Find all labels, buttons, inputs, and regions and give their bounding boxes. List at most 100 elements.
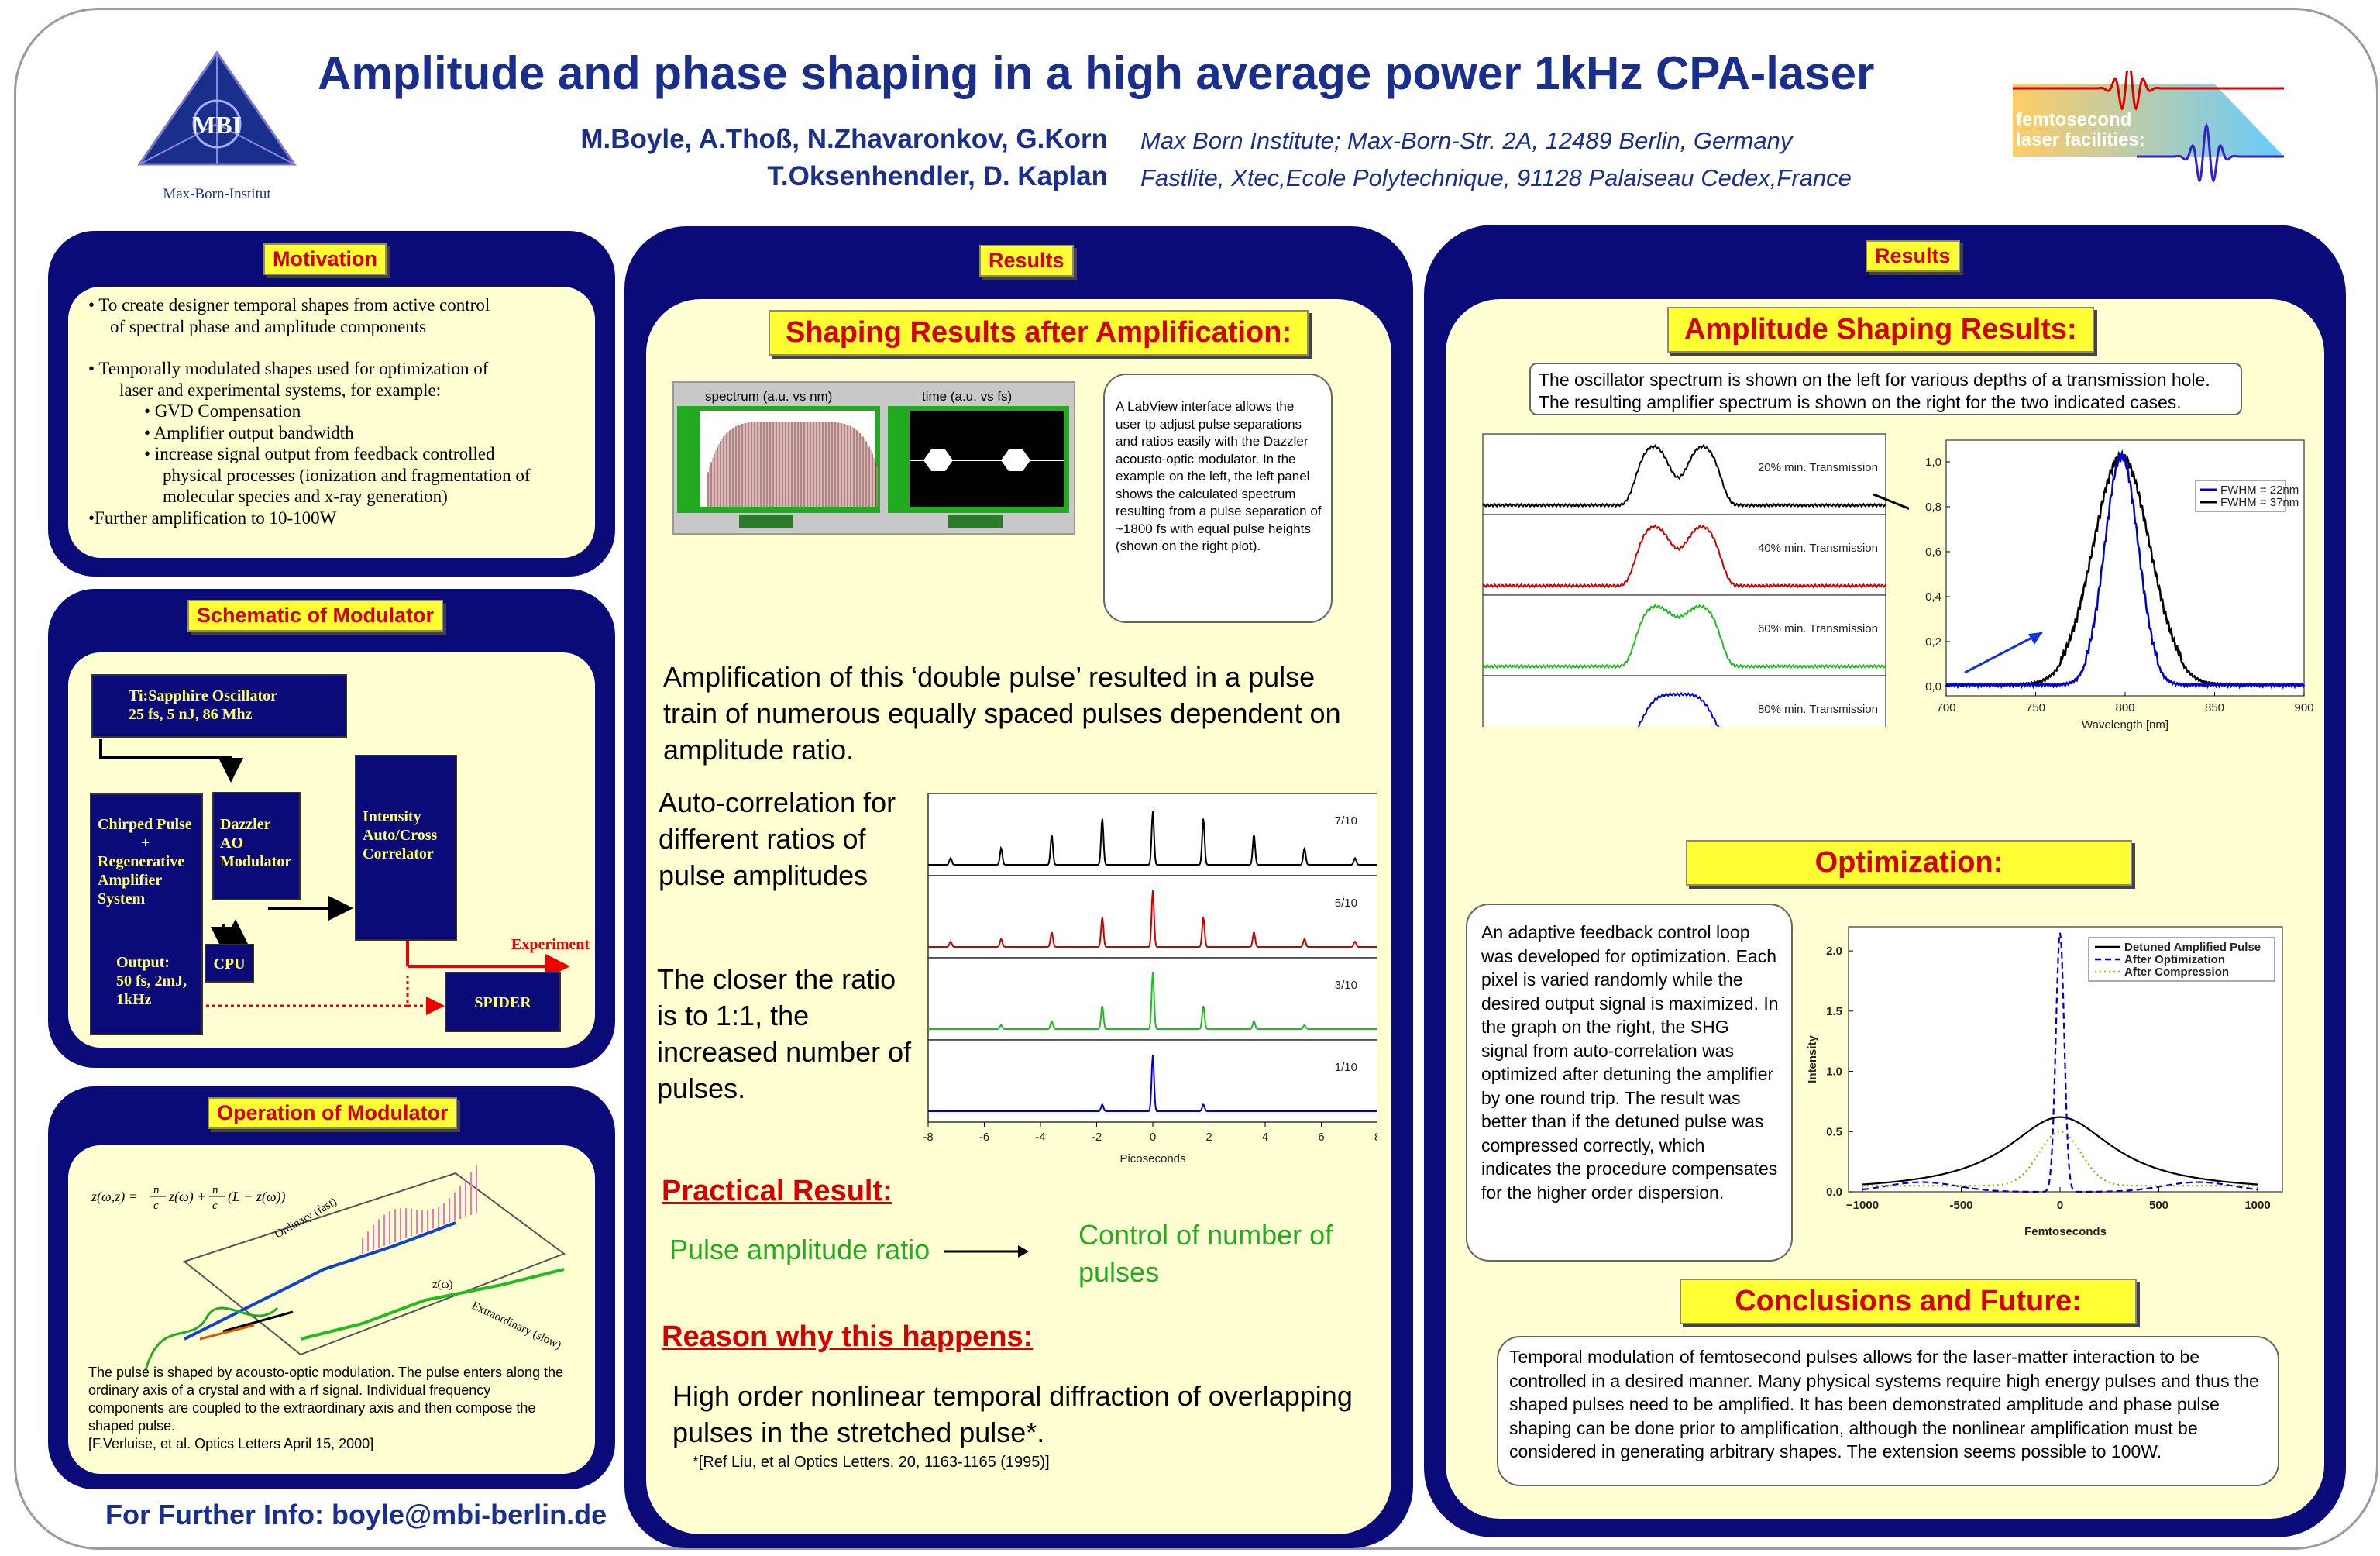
operation-label: Operation of Modulator: [208, 1097, 458, 1129]
osc-series-label-3: 80% min. Transmission: [1758, 703, 1878, 716]
ac-panel-2: [927, 957, 1377, 1041]
amp-ytick-0: 0,0: [1925, 680, 1941, 694]
ac-series-label-0: 7/10: [1335, 814, 1357, 828]
femtosecond-logo: femtosecond laser facilities:: [2013, 71, 2284, 195]
amp-series-1: [1945, 449, 2306, 690]
opt-ytick-3: 1.5: [1826, 1005, 1842, 1018]
ac-series-label-1: 5/10: [1335, 897, 1357, 910]
amp-legend-0: FWHM = 22nm: [2220, 484, 2299, 497]
chirped-line3: Regenerative Amplifier System: [98, 853, 185, 907]
opt-ylabel: Intensity: [1806, 1035, 1819, 1083]
ac-xtick-6: 4: [1262, 1131, 1268, 1144]
amplifier-box: Chirped Pulse + Regenerative Amplifier S…: [90, 793, 203, 1035]
osc-series-2: [1482, 604, 1886, 670]
operation-ref: [F.Verluise, et al. Optics Letters April…: [88, 1436, 374, 1451]
osc-series-label-1: 40% min. Transmission: [1758, 542, 1878, 555]
results-mid-inner: Shaping Results after Amplification: spe…: [646, 299, 1391, 1534]
amp-xlabel: Wavelength [nm]: [2082, 718, 2168, 732]
ac-series-1: [928, 890, 1377, 948]
affiliations: Max Born Institute; Max-Born-Str. 2A, 12…: [1140, 122, 1852, 197]
bullet-1b: of spectral phase and amplitude componen…: [110, 316, 427, 336]
control-number-pulses: Control of number of pulses: [1078, 1219, 1333, 1288]
autocorrelation-chart: 7/10 5/10 3/10 1/10 -8 -6 -4 -2 0 2 4 6 8 Picoseconds: [923, 793, 1377, 1165]
optimization-chart: 0.0 0.5 1.0 1.5 2.0 −1000 -500 0 500 1000 Femtosec…: [1806, 926, 2283, 1238]
svg-text:(L − z(ω)): (L − z(ω)): [228, 1189, 286, 1205]
ac-series-2: [928, 972, 1377, 1030]
amp-xtick-4: 900: [2294, 701, 2313, 714]
opt-ytick-1: 0.5: [1826, 1125, 1842, 1138]
output-line3: 1kHz: [116, 991, 152, 1008]
closer-ratio-text: The closer the ratio is to 1:1, the incr…: [657, 963, 912, 1104]
autocorrelation-text: Auto-correlation for different ratios of…: [659, 787, 896, 891]
sub-1: • GVD Compensation: [144, 401, 301, 421]
opt-ytick-2: 1.0: [1826, 1065, 1842, 1079]
sub-3b: physical processes (ionization and fragm…: [163, 465, 531, 485]
output-line1: Output:: [116, 954, 170, 971]
amp-ytick-2: 0,4: [1925, 590, 1941, 604]
opt-xlabel: Femtoseconds: [2024, 1225, 2107, 1238]
affil-line2: Fastlite, Xtec,Ecole Polytechnique, 9112…: [1140, 164, 1852, 191]
osc-series-0: [1482, 444, 1886, 508]
opt-series-1: [1862, 932, 2258, 1193]
time-title: time (a.u. vs fs): [922, 389, 1013, 404]
authors-line2: T.Oksenhendler, D. Kaplan: [767, 161, 1108, 191]
spectrum-title: spectrum (a.u. vs nm): [705, 389, 833, 404]
amp-xtick-2: 800: [2115, 701, 2134, 714]
ac-series-0: [928, 811, 1377, 866]
opt-legend-2: After Compression: [2124, 966, 2229, 979]
results-right-panel: Amplitude Shaping Results: The oscillato…: [1424, 225, 2346, 1537]
amp-legend-1: FWHM = 37nm: [2220, 496, 2299, 509]
mbi-logo: MBI: [137, 50, 297, 166]
amp-xtick-0: 700: [1936, 701, 1955, 714]
osc-line1: Ti:Sapphire Oscillator: [129, 687, 278, 704]
authors-line1: M.Boyle, A.Thoß, N.Zhavaronkov, G.Korn: [580, 124, 1108, 154]
experiment-label: Experiment: [511, 936, 590, 953]
results-right-label: Results: [1866, 240, 1960, 272]
ac-xtick-7: 6: [1318, 1131, 1324, 1144]
z-omega-label: z(ω): [432, 1279, 453, 1291]
svg-text:z(ω,z) =: z(ω,z) =: [91, 1189, 138, 1205]
amp-ytick-5: 1,0: [1925, 456, 1941, 469]
svg-text:n: n: [212, 1184, 218, 1196]
schematic-panel: Ti:Sapphire Oscillator 25 fs, 5 nJ, 86 M…: [48, 589, 615, 1068]
reason-heading: Reason why this happens:: [662, 1320, 1034, 1353]
cpu-box: CPU: [205, 944, 254, 983]
operation-text: The pulse is shaped by acousto-optic mod…: [88, 1364, 569, 1453]
opt-xtick-4: 1000: [2244, 1199, 2270, 1212]
spider-box: SPIDER: [445, 972, 561, 1032]
opt-series-0: [1862, 1116, 2258, 1186]
chirped-line2: +: [141, 835, 150, 852]
ac-xtick-1: -6: [979, 1131, 989, 1144]
liu-reference: *[Ref Liu, et al Optics Letters, 20, 116…: [693, 1454, 1050, 1471]
osc-series-label-2: 60% min. Transmission: [1758, 622, 1878, 635]
ac-panel-3: [927, 1039, 1377, 1123]
further-info[interactable]: For Further Info: boyle@mbi-berlin.de: [105, 1499, 607, 1530]
amp-legend: [2195, 480, 2286, 512]
ac-xlabel: Picoseconds: [1119, 1152, 1185, 1165]
femto-line1: femtosecond: [2016, 109, 2132, 130]
osc-series-label-0: 20% min. Transmission: [1758, 461, 1878, 474]
logo-text: MBI: [192, 111, 242, 139]
opt-legend-0: Detuned Amplified Pulse: [2124, 941, 2261, 954]
oscillator-box: Ti:Sapphire Oscillator 25 fs, 5 nJ, 86 M…: [91, 674, 347, 738]
operation-inner: z(ω,z) = n c z(ω) + n c (L − z(ω)) Ordin…: [68, 1145, 595, 1474]
ac-panel-1: [927, 875, 1377, 959]
opt-ytick-4: 2.0: [1826, 945, 1842, 958]
amp-xtick-1: 750: [2026, 701, 2045, 714]
practical-result-heading: Practical Result:: [662, 1175, 892, 1207]
ac-series-label-2: 3/10: [1335, 979, 1357, 992]
ac-panel-0: [927, 793, 1377, 876]
optimization-heading: Optimization:: [1686, 840, 2132, 886]
operation-panel: z(ω,z) = n c z(ω) + n c (L − z(ω)) Ordin…: [48, 1086, 615, 1489]
svg-text:n: n: [153, 1184, 160, 1196]
conclusions-heading: Conclusions and Future:: [1680, 1279, 2137, 1324]
osc-line2: 25 fs, 5 nJ, 86 Mhz: [129, 706, 253, 723]
opt-xtick-2: 0: [2057, 1199, 2063, 1212]
ac-xtick-5: 2: [1205, 1131, 1212, 1144]
amp-ytick-1: 0,2: [1925, 635, 1941, 649]
affil-line1: Max Born Institute; Max-Born-Str. 2A, 12…: [1140, 127, 1793, 154]
result-arrow: [944, 1245, 1029, 1258]
oscillator-spectra-chart: 20% min. Transmission 40% min. Transmissi…: [1482, 433, 1909, 727]
ac-xtick-8: 8: [1374, 1131, 1377, 1144]
opt-legend-1: After Optimization: [2124, 953, 2225, 966]
